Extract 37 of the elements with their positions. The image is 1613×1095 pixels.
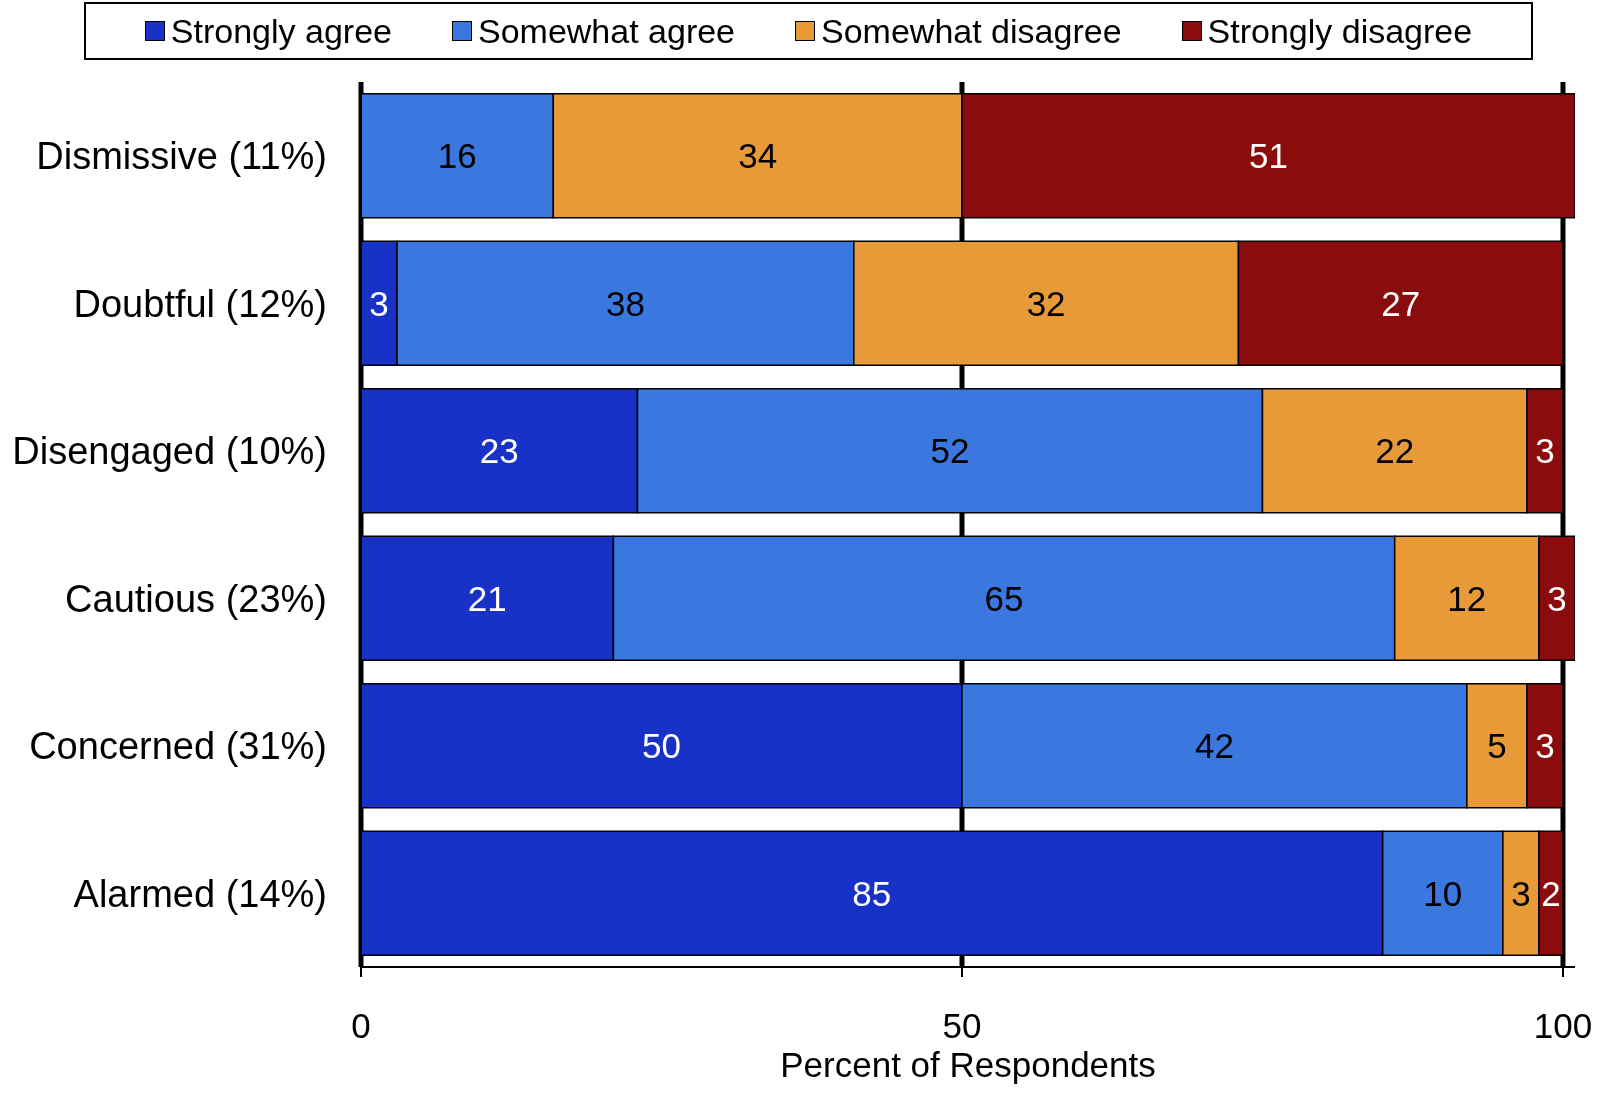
data-label: 5	[1487, 726, 1507, 766]
data-label: 23	[479, 431, 519, 471]
legend-label: Somewhat agree	[477, 11, 736, 51]
data-label: 85	[852, 873, 892, 913]
x-tick-label: 0	[351, 1005, 371, 1045]
data-label: 51	[1249, 136, 1288, 176]
x-tick-label: 50	[942, 1005, 982, 1045]
legend-label: Strongly agree	[170, 11, 392, 51]
data-label: 3	[1547, 578, 1567, 618]
data-label: 21	[467, 578, 507, 618]
data-label: 65	[984, 578, 1024, 618]
y-tick-label: Doubtful (12%)	[73, 282, 327, 325]
y-tick-label: Concerned (31%)	[29, 725, 327, 768]
data-label: 27	[1381, 283, 1421, 323]
data-label: 3	[369, 283, 389, 323]
data-label: 32	[1026, 283, 1066, 323]
data-label: 34	[738, 136, 778, 176]
data-label: 38	[605, 283, 645, 323]
x-tick-label: 100	[1533, 1005, 1593, 1045]
data-label: 52	[930, 431, 970, 471]
data-label: 42	[1194, 726, 1234, 766]
data-label: 3	[1535, 726, 1555, 766]
y-tick-label: Dismissive (11%)	[36, 135, 327, 178]
x-axis-title: Percent of Respondents	[780, 1045, 1156, 1084]
y-tick-label: Disengaged (10%)	[12, 430, 327, 473]
data-label: 3	[1535, 431, 1555, 471]
data-label: 22	[1375, 431, 1415, 471]
data-label: 12	[1447, 578, 1487, 618]
legend-label: Strongly disagree	[1207, 11, 1473, 51]
data-label: 2	[1541, 873, 1561, 913]
y-tick-label: Cautious (23%)	[65, 577, 327, 620]
legend-label: Somewhat disagree	[821, 11, 1122, 51]
data-label: 16	[437, 136, 477, 176]
y-tick-label: Alarmed (14%)	[73, 872, 327, 915]
data-label: 10	[1423, 873, 1463, 913]
data-label: 50	[642, 726, 681, 766]
data-label: 3	[1511, 873, 1531, 913]
